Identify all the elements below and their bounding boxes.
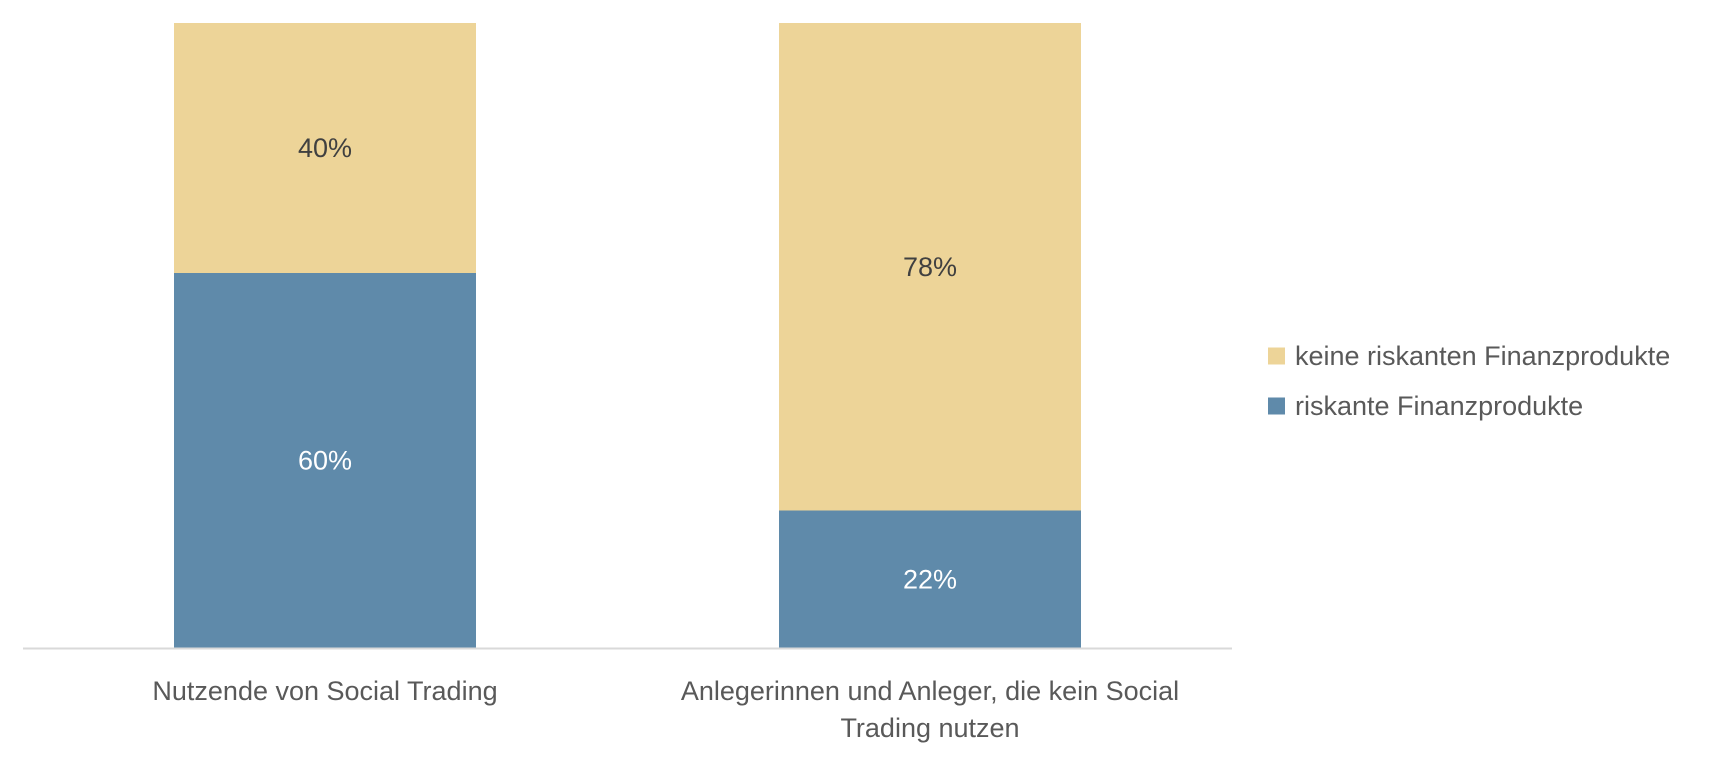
category-label: Anlegerinnen und Anleger, die kein Socia… [681,676,1179,706]
bar-segment-riskante-2 [779,510,1081,648]
category-label: Nutzende von Social Trading [152,676,497,706]
data-label: 22% [903,564,957,594]
category-labels: Nutzende von Social Trading Anlegerinnen … [152,676,1179,743]
bar-segment-riskante-1 [174,273,476,648]
legend: keine riskanten Finanzprodukte riskante F… [1268,341,1670,421]
data-labels-layer: 60% 40% 22% 78% [298,133,957,594]
data-label: 40% [298,133,352,163]
category-label: Trading nutzen [840,713,1019,743]
data-label: 60% [298,446,352,476]
data-label: 78% [903,252,957,282]
legend-swatch [1268,397,1285,415]
bars-layer [174,23,1081,648]
bar-segment-keine-riskanten-1 [174,23,476,273]
legend-label: keine riskanten Finanzprodukte [1295,341,1670,371]
legend-label: riskante Finanzprodukte [1295,391,1583,421]
bar-segment-keine-riskanten-2 [779,23,1081,511]
legend-swatch [1268,347,1285,365]
